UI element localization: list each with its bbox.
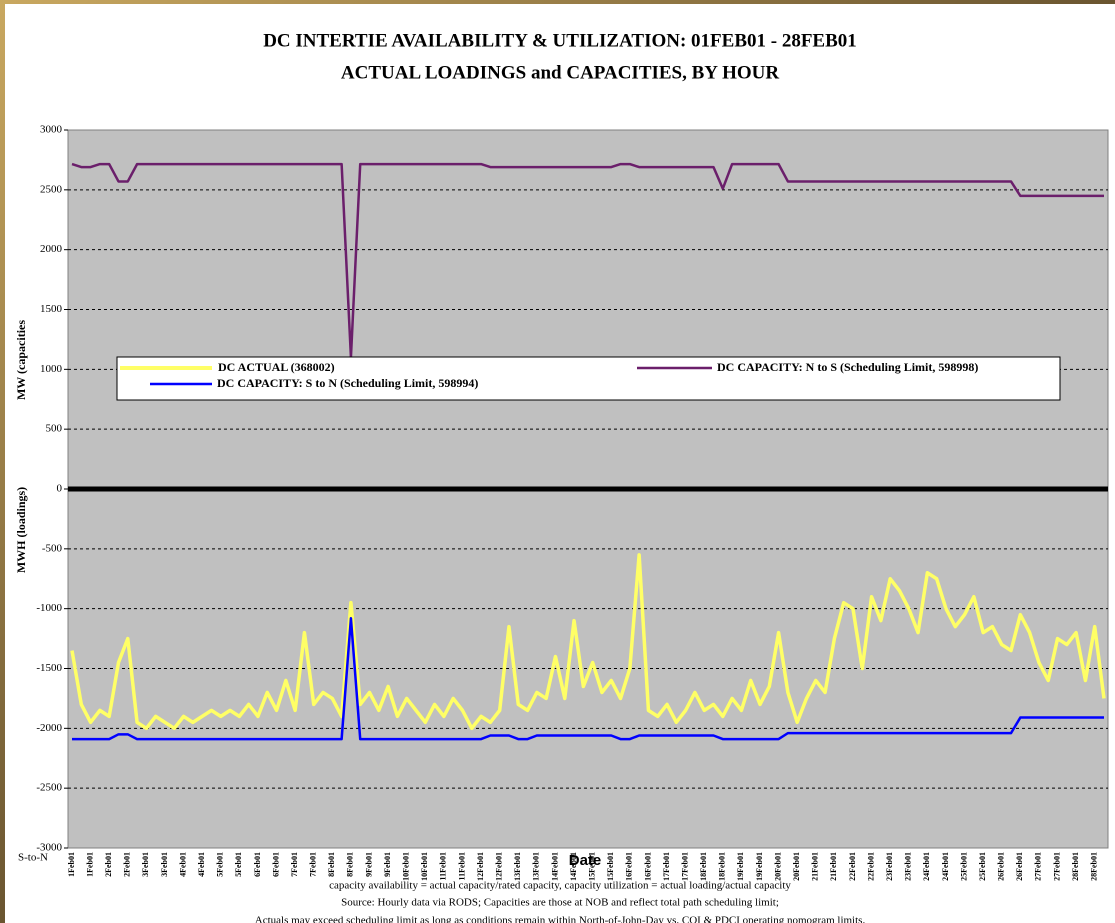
x-tick-label: 4Feb01 bbox=[178, 852, 187, 877]
y-tick-label: 2000 bbox=[40, 243, 63, 255]
x-tick-label: 9Feb01 bbox=[383, 852, 392, 877]
x-tick-label: 24Feb01 bbox=[922, 852, 931, 881]
x-tick-label: 18Feb01 bbox=[718, 852, 727, 881]
footnote: Actuals may exceed scheduling limit as l… bbox=[255, 915, 866, 923]
legend-label: DC ACTUAL (368002) bbox=[218, 360, 335, 374]
x-tick-label: 8Feb01 bbox=[346, 852, 355, 877]
x-tick-label: 25Feb01 bbox=[978, 852, 987, 881]
x-tick-label: 7Feb01 bbox=[290, 852, 299, 877]
y-tick-label: -1500 bbox=[36, 662, 62, 674]
chart-title: DC INTERTIE AVAILABILITY & UTILIZATION: … bbox=[263, 30, 857, 51]
y-tick-label: -3000 bbox=[36, 842, 62, 854]
x-tick-label: 4Feb01 bbox=[197, 852, 206, 877]
x-tick-label: 22Feb01 bbox=[848, 852, 857, 881]
legend-label: DC CAPACITY: S to N (Scheduling Limit, 5… bbox=[217, 376, 478, 390]
x-tick-label: 11Feb01 bbox=[439, 852, 448, 880]
chart-subtitle: ACTUAL LOADINGS and CAPACITIES, BY HOUR bbox=[341, 62, 779, 83]
x-tick-label: 14Feb01 bbox=[550, 852, 559, 881]
x-tick-label: 23Feb01 bbox=[885, 852, 894, 881]
x-tick-label: 5Feb01 bbox=[216, 852, 225, 877]
x-tick-label: 18Feb01 bbox=[699, 852, 708, 881]
x-tick-label: 28Feb01 bbox=[1071, 852, 1080, 881]
x-tick-label: 3Feb01 bbox=[160, 852, 169, 877]
x-tick-label: 8Feb01 bbox=[327, 852, 336, 877]
y-tick-label: 0 bbox=[57, 483, 63, 495]
series-line bbox=[71, 162, 1104, 359]
y-tick-label: -2500 bbox=[36, 782, 62, 794]
x-tick-label: 15Feb01 bbox=[606, 852, 615, 881]
footnote: Source: Hourly data via RODS; Capacities… bbox=[341, 897, 779, 909]
legend-label: DC CAPACITY: N to S (Scheduling Limit, 5… bbox=[717, 360, 978, 374]
y-tick-label: 3000 bbox=[40, 124, 63, 136]
x-tick-label: 3Feb01 bbox=[141, 852, 150, 877]
x-tick-label: 25Feb01 bbox=[959, 852, 968, 881]
y-tick-label: -2000 bbox=[36, 722, 62, 734]
x-tick-label: 11Feb01 bbox=[457, 852, 466, 880]
x-tick-label: 13Feb01 bbox=[513, 852, 522, 881]
y-tick-label: -1000 bbox=[36, 602, 62, 614]
x-tick-label: 17Feb01 bbox=[662, 852, 671, 881]
y-axis-label: MW (capacities bbox=[14, 320, 28, 400]
x-tick-label: 2Feb01 bbox=[104, 852, 113, 877]
series-line bbox=[70, 553, 1106, 731]
x-tick-label: 26Feb01 bbox=[997, 852, 1006, 881]
x-tick-label: 16Feb01 bbox=[643, 852, 652, 881]
x-tick-label: 14Feb01 bbox=[569, 852, 578, 881]
y-axis-label: MWH (loadings) bbox=[14, 487, 28, 573]
x-tick-label: 1Feb01 bbox=[85, 852, 94, 877]
series-line bbox=[72, 616, 1104, 741]
x-axis-label: Date bbox=[569, 852, 602, 869]
x-tick-label: 12Feb01 bbox=[476, 852, 485, 881]
x-tick-label: 24Feb01 bbox=[941, 852, 950, 881]
x-tick-label: 17Feb01 bbox=[680, 852, 689, 881]
x-tick-label: 12Feb01 bbox=[495, 852, 504, 881]
x-tick-label: 19Feb01 bbox=[736, 852, 745, 881]
x-tick-label: 23Feb01 bbox=[904, 852, 913, 881]
y-tick-label: 2500 bbox=[40, 183, 63, 195]
x-tick-label: 6Feb01 bbox=[253, 852, 262, 877]
x-tick-label: 19Feb01 bbox=[755, 852, 764, 881]
x-tick-label: 21Feb01 bbox=[829, 852, 838, 881]
x-tick-label: 6Feb01 bbox=[271, 852, 280, 877]
legend-box bbox=[116, 356, 1061, 401]
x-tick-label: 27Feb01 bbox=[1052, 852, 1061, 881]
x-tick-label: 1Feb01 bbox=[67, 852, 76, 877]
x-tick-label: 13Feb01 bbox=[532, 852, 541, 881]
x-tick-label: 28Feb01 bbox=[1090, 852, 1099, 881]
footnote: capacity availability = actual capacity/… bbox=[329, 880, 791, 892]
x-tick-label: 26Feb01 bbox=[1015, 852, 1024, 881]
x-tick-label: 2Feb01 bbox=[123, 852, 132, 877]
x-tick-label: 15Feb01 bbox=[587, 852, 596, 881]
x-tick-label: 10Feb01 bbox=[420, 852, 429, 881]
y-tick-label: 1000 bbox=[40, 363, 63, 375]
x-tick-label: 22Feb01 bbox=[866, 852, 875, 881]
y-tick-label: 1500 bbox=[40, 303, 63, 315]
x-tick-label: 20Feb01 bbox=[792, 852, 801, 881]
x-tick-label: 20Feb01 bbox=[773, 852, 782, 881]
x-tick-label: 7Feb01 bbox=[309, 852, 318, 877]
x-tick-label: 16Feb01 bbox=[625, 852, 634, 881]
x-tick-label: 5Feb01 bbox=[234, 852, 243, 877]
x-tick-label: 21Feb01 bbox=[811, 852, 820, 881]
x-tick-label: 10Feb01 bbox=[402, 852, 411, 881]
y-tick-label: 500 bbox=[46, 423, 63, 435]
x-tick-label: 9Feb01 bbox=[364, 852, 373, 877]
x-tick-label: 27Feb01 bbox=[1034, 852, 1043, 881]
corner-label: S-to-N bbox=[18, 852, 48, 864]
y-tick-label: -500 bbox=[42, 542, 63, 554]
